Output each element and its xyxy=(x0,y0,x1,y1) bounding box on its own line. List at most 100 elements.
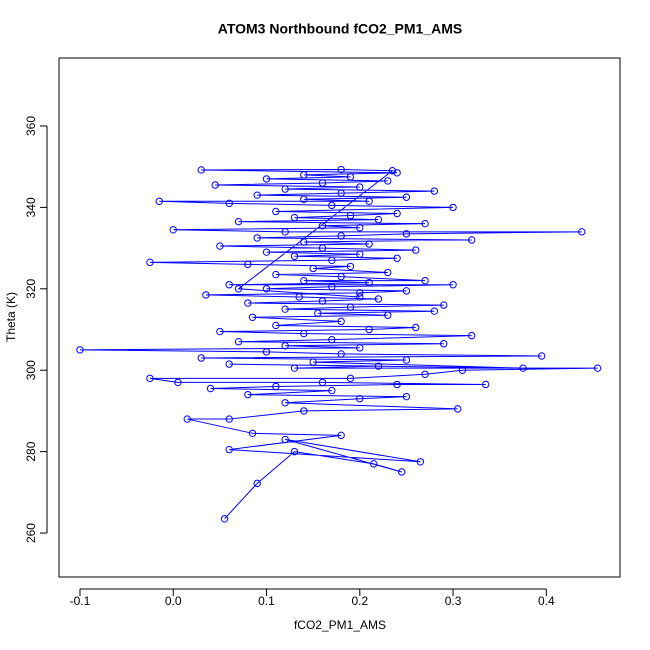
data-point xyxy=(290,252,299,260)
data-point xyxy=(225,445,233,454)
data-point xyxy=(430,187,439,195)
data-point xyxy=(393,209,401,218)
data-point xyxy=(346,173,355,181)
data-point xyxy=(234,338,243,346)
data-point xyxy=(76,346,84,354)
data-point xyxy=(519,364,527,372)
data-point xyxy=(234,285,243,293)
data-point xyxy=(356,183,364,191)
data-line xyxy=(79,169,598,520)
data-point xyxy=(281,185,289,193)
data-point xyxy=(328,201,336,210)
data-point xyxy=(220,515,229,523)
x-tick-label: 0.2 xyxy=(351,594,368,608)
y-tick-label: 300 xyxy=(24,360,38,380)
data-point xyxy=(468,331,476,340)
data-point xyxy=(318,179,327,187)
data-point xyxy=(290,447,299,456)
data-point xyxy=(388,167,397,175)
data-point xyxy=(281,435,289,444)
data-point xyxy=(281,305,289,313)
data-point xyxy=(281,228,289,236)
data-point xyxy=(337,232,345,240)
data-point xyxy=(402,193,411,201)
data-point xyxy=(272,321,280,330)
data-point xyxy=(356,293,364,301)
data-point xyxy=(295,293,303,301)
data-point xyxy=(356,289,364,297)
data-point xyxy=(440,301,448,309)
data-point xyxy=(356,224,364,232)
y-tick-label: 360 xyxy=(24,116,38,136)
data-point xyxy=(169,226,177,234)
data-point xyxy=(365,197,373,205)
data-point xyxy=(300,276,308,285)
data-point xyxy=(537,352,546,360)
data-point xyxy=(356,344,364,352)
data-point xyxy=(225,415,233,423)
data-point xyxy=(365,278,373,287)
data-point xyxy=(481,380,490,389)
data-point xyxy=(346,374,355,383)
data-point xyxy=(337,317,345,326)
data-point xyxy=(318,297,327,305)
data-point xyxy=(216,327,224,336)
data-point xyxy=(244,299,252,307)
data-point xyxy=(234,217,243,226)
x-tick-label: -0.1 xyxy=(70,594,91,608)
data-point xyxy=(281,399,289,407)
data-point xyxy=(328,283,336,291)
x-tick-label: 0.1 xyxy=(258,594,275,608)
data-point xyxy=(262,175,271,183)
data-point xyxy=(328,335,336,344)
data-point xyxy=(318,244,327,252)
data-point xyxy=(253,479,261,488)
data-point xyxy=(365,240,373,248)
data-point xyxy=(578,228,586,236)
data-point xyxy=(393,380,401,389)
data-point xyxy=(365,325,373,334)
data-point xyxy=(183,415,191,423)
data-point xyxy=(328,386,336,395)
data-point xyxy=(449,281,457,289)
data-point xyxy=(202,291,210,299)
data-point xyxy=(253,191,261,199)
data-point xyxy=(593,364,602,372)
data-point xyxy=(281,342,289,350)
data-point xyxy=(272,270,280,279)
data-point xyxy=(253,234,261,242)
y-tick-label: 340 xyxy=(24,197,38,217)
data-point xyxy=(421,370,429,378)
data-point xyxy=(374,362,383,370)
data-point xyxy=(393,169,401,177)
data-point xyxy=(290,364,299,372)
data-point xyxy=(458,366,467,374)
data-point xyxy=(416,458,425,466)
data-point xyxy=(337,189,345,197)
y-tick-label: 260 xyxy=(24,523,38,543)
data-point xyxy=(328,256,336,265)
data-point xyxy=(197,354,205,362)
data-point xyxy=(146,258,154,267)
data-point xyxy=(216,242,224,250)
x-tick-label: 0.3 xyxy=(445,594,462,608)
data-point xyxy=(262,248,271,256)
data-point xyxy=(384,311,392,319)
x-tick-label: 0.0 xyxy=(165,594,182,608)
data-point xyxy=(318,222,327,230)
data-point xyxy=(300,407,308,415)
data-point xyxy=(337,431,345,440)
data-point xyxy=(449,203,457,212)
data-point xyxy=(421,276,429,285)
data-point xyxy=(346,262,355,271)
data-point xyxy=(244,390,252,399)
data-point xyxy=(374,215,383,224)
data-point xyxy=(318,378,327,387)
y-tick-label: 280 xyxy=(24,441,38,461)
data-point xyxy=(300,195,308,203)
data-point xyxy=(272,382,280,391)
plot-frame xyxy=(58,57,621,578)
data-point xyxy=(225,360,233,368)
data-point xyxy=(370,460,378,468)
data-point xyxy=(384,177,392,185)
